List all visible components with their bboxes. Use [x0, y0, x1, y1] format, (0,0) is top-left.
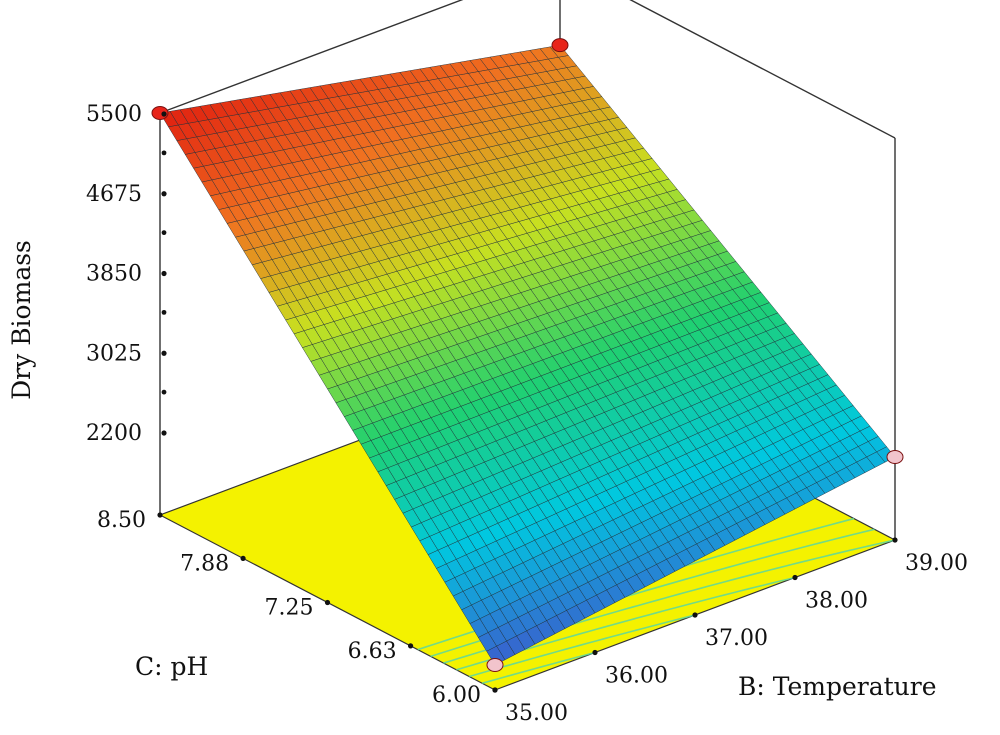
y-tick-label: 7.25 [265, 596, 314, 621]
z-tick-label: 5500 [86, 102, 142, 127]
y-tick-label: 7.88 [180, 551, 229, 576]
y-tick-label: 6.63 [348, 639, 397, 664]
x-tick-label: 39.00 [905, 551, 968, 576]
design-point-1 [551, 38, 569, 53]
z-tick-mark [161, 270, 167, 277]
z-minor-tick [161, 150, 167, 156]
floor-contour-line [469, 614, 696, 678]
box-frame-front [159, 113, 896, 540]
z-minor-tick [161, 389, 167, 395]
axis-ticks: 2200 3025 3850 4675 5500 6.00 6.63 7.25 7.88 8.50… [86, 102, 968, 726]
x-tick-mark [492, 687, 498, 693]
x-tick-mark [892, 537, 898, 543]
z-minor-tick [161, 230, 167, 236]
x-tick-label: 38.00 [805, 589, 868, 614]
x-tick-mark [692, 612, 698, 618]
y-tick-mark [407, 643, 414, 649]
y-tick-mark [240, 555, 246, 562]
z-tick-mark [161, 191, 167, 197]
z-tick-label: 2200 [86, 421, 142, 446]
z-tick-mark [161, 111, 167, 117]
x-tick-label: 35.00 [505, 701, 568, 726]
x-tick-mark [792, 574, 798, 581]
design-point-3 [886, 450, 904, 464]
z-axis-label: Dry Biomass [7, 240, 36, 400]
z-tick-label: 3025 [86, 341, 142, 366]
y-tick-label: 8.50 [97, 508, 146, 533]
floor-contour-line [481, 651, 596, 685]
x-tick-label: 37.00 [705, 626, 768, 651]
design-point-2 [486, 658, 504, 672]
z-tick-mark [161, 350, 167, 356]
z-minor-tick [161, 309, 167, 315]
box-edge-top-left [159, 0, 464, 114]
x-tick-label: 36.00 [605, 664, 668, 689]
y-tick-mark [157, 512, 163, 518]
response-surface [159, 44, 896, 666]
z-tick-label: 4675 [86, 182, 142, 207]
y-tick-mark [324, 599, 331, 606]
y-axis-label: C: pH [135, 652, 208, 681]
x-tick-mark [592, 649, 598, 656]
x-axis-label: B: Temperature [738, 672, 937, 701]
z-tick-label: 3850 [86, 262, 142, 287]
y-tick-label: 6.00 [432, 683, 481, 708]
box-edge-top-right [629, 0, 896, 139]
z-tick-mark [161, 430, 167, 436]
